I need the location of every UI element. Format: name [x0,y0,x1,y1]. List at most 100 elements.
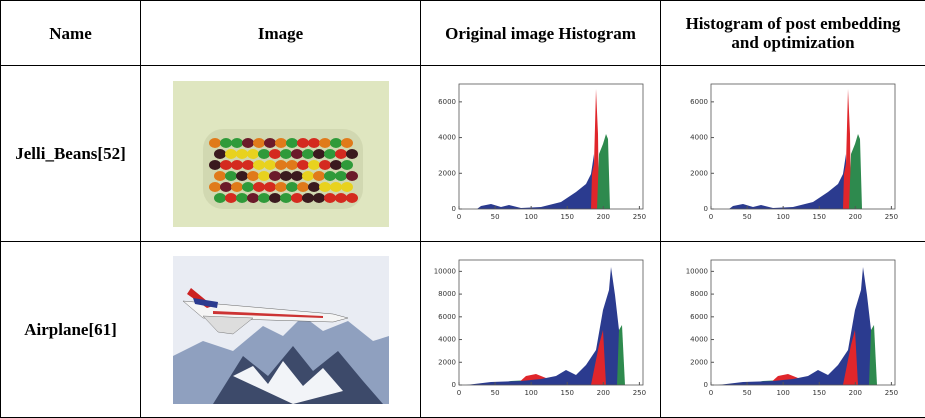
jelly-bean [341,182,353,192]
image-name: Jelli_Beans[52] [1,66,141,242]
jelly-bean [297,138,309,148]
jelly-bean [225,193,237,203]
y-tick-label: 6000 [438,97,456,105]
header-cell: Original image Histogram [421,1,661,66]
jelly-bean [291,149,303,159]
x-tick-label: 150 [813,213,826,221]
y-tick-label: 8000 [438,290,456,298]
jelly-bean [286,138,298,148]
y-tick-label: 0 [704,381,708,389]
jelly-bean [302,193,314,203]
image-name: Airplane[61] [1,242,141,418]
x-tick-label: 50 [490,389,499,397]
x-tick-label: 150 [560,213,573,221]
jelly-bean [302,171,314,181]
jelly-bean [280,149,292,159]
x-tick-label: 150 [560,389,573,397]
x-tick-label: 50 [490,213,499,221]
jelly-bean [269,193,281,203]
header-cell: Name [1,1,141,66]
jelly-bean [346,149,358,159]
x-tick-label: 100 [524,213,537,221]
x-tick-label: 250 [885,389,898,397]
jelly-bean [335,149,347,159]
jelly-bean [286,182,298,192]
jelly-bean [242,160,254,170]
jelly-bean [324,193,336,203]
x-tick-label: 0 [709,389,713,397]
x-tick-label: 0 [456,389,460,397]
x-tick-label: 100 [776,389,789,397]
jelly-bean [324,149,336,159]
jelly-bean [242,138,254,148]
jelly-bean [253,160,265,170]
jelly-bean [330,182,342,192]
jelly-bean [291,171,303,181]
jelly-bean [297,182,309,192]
y-tick-label: 0 [451,381,455,389]
jelly-bean [264,138,276,148]
y-tick-label: 6000 [690,97,708,105]
x-tick-label: 100 [776,213,789,221]
jelly-bean [231,138,243,148]
jelly-bean [231,160,243,170]
x-tick-label: 50 [743,389,752,397]
y-tick-label: 6000 [438,312,456,320]
jelly-bean [308,182,320,192]
jelly-bean [335,171,347,181]
jelly-bean [346,171,358,181]
jelly-bean [341,138,353,148]
results-table: Name Image Original image Histogram Hist… [0,0,925,418]
y-tick-label: 4000 [690,335,708,343]
jelly-bean [264,160,276,170]
header-cell: Image [141,1,421,66]
y-tick-label: 2000 [438,358,456,366]
x-tick-label: 200 [849,389,862,397]
jelly-bean [220,182,232,192]
jelly-bean [236,193,248,203]
x-tick-label: 0 [456,213,460,221]
x-tick-label: 200 [596,213,609,221]
y-tick-label: 4000 [690,133,708,141]
jelly-bean [236,149,248,159]
jelly-bean [258,149,270,159]
y-tick-label: 2000 [690,169,708,177]
jelly-bean [214,171,226,181]
jelly-bean [247,171,259,181]
jelly-bean [231,182,243,192]
jelly-bean [269,171,281,181]
x-tick-label: 50 [743,213,752,221]
jelly-bean [275,138,287,148]
jelly-bean [253,138,265,148]
jelly-bean [214,149,226,159]
x-tick-label: 100 [524,389,537,397]
x-tick-label: 200 [596,389,609,397]
jelly-beans-image [173,81,389,227]
jelly-bean [242,182,254,192]
jelly-bean [319,182,331,192]
x-tick-label: 250 [885,213,898,221]
jelly-bean [302,149,314,159]
y-tick-label: 6000 [690,312,708,320]
y-tick-label: 4000 [438,335,456,343]
jelly-bean [286,160,298,170]
jelly-bean [280,171,292,181]
jelly-bean [319,160,331,170]
x-tick-label: 150 [813,389,826,397]
jelly-bean [313,193,325,203]
jelly-bean [214,193,226,203]
jelly-bean [269,149,281,159]
jelly-bean [297,160,309,170]
jelly-bean [258,171,270,181]
jelly-bean [247,193,259,203]
y-tick-label: 2000 [438,169,456,177]
jelly-bean [264,182,276,192]
jelly-bean [341,160,353,170]
